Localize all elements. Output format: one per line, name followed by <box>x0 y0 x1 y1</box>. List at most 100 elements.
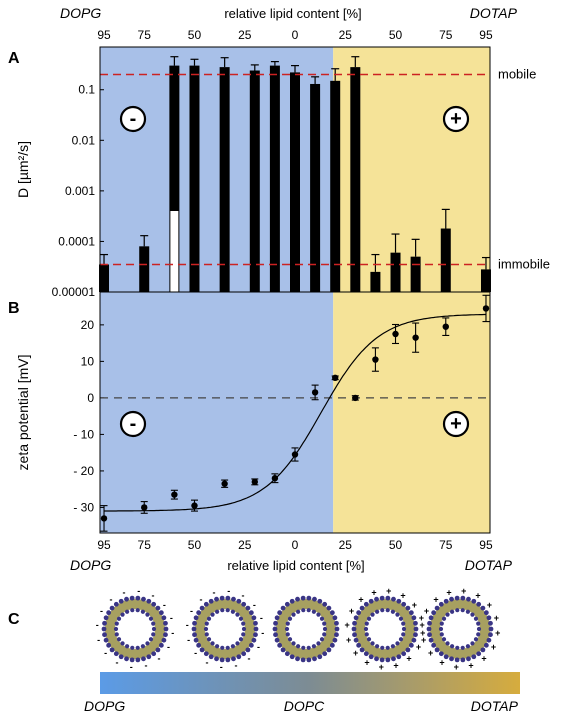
panel-a-ytick-label: 0.01 <box>72 133 96 147</box>
panel-a-bar <box>480 269 491 292</box>
vesicle-headgroup <box>241 601 247 607</box>
vesicle-charge: - <box>199 595 202 605</box>
vesicle-headgroup <box>426 626 432 632</box>
vesicle-headgroup <box>253 620 258 626</box>
vesicle-headgroup <box>391 656 396 662</box>
vesicle-headgroup <box>236 598 242 604</box>
vesicle-headgroup <box>396 654 402 660</box>
vesicle-headgroup <box>326 647 332 653</box>
bottom-tick-labels: 95 75 50 25 0 25 50 75 95 <box>97 538 493 552</box>
vesicle-charge: + <box>345 620 350 630</box>
vesicle-headgroup <box>140 644 145 649</box>
vesicle-headgroup <box>356 610 362 616</box>
footer-left-lipid: DOPG <box>70 557 111 573</box>
vesicle-headgroup <box>322 651 328 657</box>
vesicle-charge: - <box>194 648 197 658</box>
vesicle-headgroup <box>470 612 475 617</box>
vesicle-headgroup <box>251 637 257 643</box>
vesicle-headgroup <box>454 657 460 663</box>
vesicle-headgroup <box>101 626 107 632</box>
vesicle-charge: + <box>364 657 369 667</box>
vesicle-charge: + <box>420 628 425 638</box>
bottom-tick-label: 25 <box>339 538 353 552</box>
vesicle-headgroup <box>135 645 140 650</box>
vesicle-headgroup <box>203 626 209 632</box>
vesicle-headgroup <box>125 644 130 649</box>
vesicle-headgroup <box>471 598 477 604</box>
vesicle-headgroup <box>353 615 359 621</box>
vesicle-headgroup <box>329 642 335 648</box>
vesicle-headgroup <box>434 605 440 611</box>
vesicle-headgroup <box>466 596 471 602</box>
panel-a-letter: A <box>8 50 20 67</box>
panel-b-point <box>100 515 108 522</box>
vesicle-headgroup <box>312 596 317 602</box>
vesicle-charge: - <box>123 588 126 598</box>
panel-a-bar <box>440 228 451 292</box>
vesicle-headgroup <box>405 647 411 653</box>
vesicle-headgroup <box>210 641 215 646</box>
vesicle-headgroup <box>284 651 290 657</box>
vesicle-headgroup <box>413 632 418 638</box>
vesicle-headgroup <box>273 620 278 626</box>
panel-b-ytick-label: - 10 <box>73 427 94 441</box>
panel-b-letter: B <box>8 300 20 317</box>
vesicle-charge: - <box>213 588 216 598</box>
vesicle-headgroup <box>311 644 316 649</box>
vesicle-headgroup <box>248 642 254 648</box>
vesicle-headgroup <box>148 637 154 642</box>
vesicle-headgroup <box>158 642 164 648</box>
bottom-tick-label: 25 <box>238 538 252 552</box>
vesicle-headgroup <box>455 645 460 650</box>
vesicle-headgroup <box>364 621 369 626</box>
vesicle-headgroup <box>352 632 357 638</box>
vesicle-headgroup <box>466 656 471 662</box>
vesicle-headgroup <box>488 626 494 632</box>
vesicle-headgroup <box>118 654 124 660</box>
vesicle-charge: + <box>419 613 424 623</box>
vesicle-headgroup <box>208 598 214 604</box>
vesicle-headgroup <box>480 647 486 653</box>
vesicle-charge: - <box>151 591 154 601</box>
panel-a-bar <box>249 70 260 293</box>
vesicle-headgroup <box>225 645 230 650</box>
vesicle-headgroup <box>366 637 372 642</box>
vesicle-headgroup <box>379 657 385 663</box>
bottom-tick-label: 50 <box>188 538 202 552</box>
vesicle-headgroup <box>113 601 119 607</box>
vesicle-headgroup <box>326 605 332 611</box>
vesicle-headgroup <box>301 608 306 613</box>
vesicle-charge: - <box>253 600 256 610</box>
bottom-tick-label: 75 <box>138 538 152 552</box>
vesicle-headgroup <box>401 626 407 632</box>
vesicle-headgroup <box>253 632 258 638</box>
vesicle-bilayer <box>105 599 165 659</box>
panel-b-ytick-label: 10 <box>81 354 95 368</box>
vesicle-headgroup <box>220 608 225 613</box>
panel-a-negative-sign: - <box>130 108 137 130</box>
top-tick-label: 95 <box>479 28 493 42</box>
vesicle-headgroup <box>316 612 321 617</box>
vesicle-headgroup <box>413 620 418 626</box>
vesicle-headgroup <box>460 595 466 601</box>
vesicle-headgroup <box>163 620 168 626</box>
panel-a-bar <box>410 256 421 292</box>
vesicle-headgroup <box>486 615 492 621</box>
vesicle-charge: - <box>187 635 190 645</box>
vesicle-headgroup <box>476 601 482 607</box>
vesicle-charge: + <box>468 660 473 670</box>
panel-a-bar <box>189 65 200 292</box>
lipid-gradient-bar <box>100 672 520 694</box>
vesicle-headgroup <box>285 632 290 637</box>
panel-b-point <box>171 491 178 498</box>
top-tick-label: 50 <box>188 28 202 42</box>
vesicle-charge: - <box>248 653 251 663</box>
vesicle-headgroup <box>291 641 296 646</box>
panel-a-bar <box>310 83 321 292</box>
panel-b-point <box>392 330 399 338</box>
vesicle-headgroup <box>146 654 152 660</box>
panel-a-ytick-label: 0.00001 <box>52 285 96 299</box>
gradient-mid-label: DOPC <box>284 698 325 714</box>
vesicle-headgroup <box>155 605 161 611</box>
panel-a-overlay-bar <box>170 210 179 292</box>
